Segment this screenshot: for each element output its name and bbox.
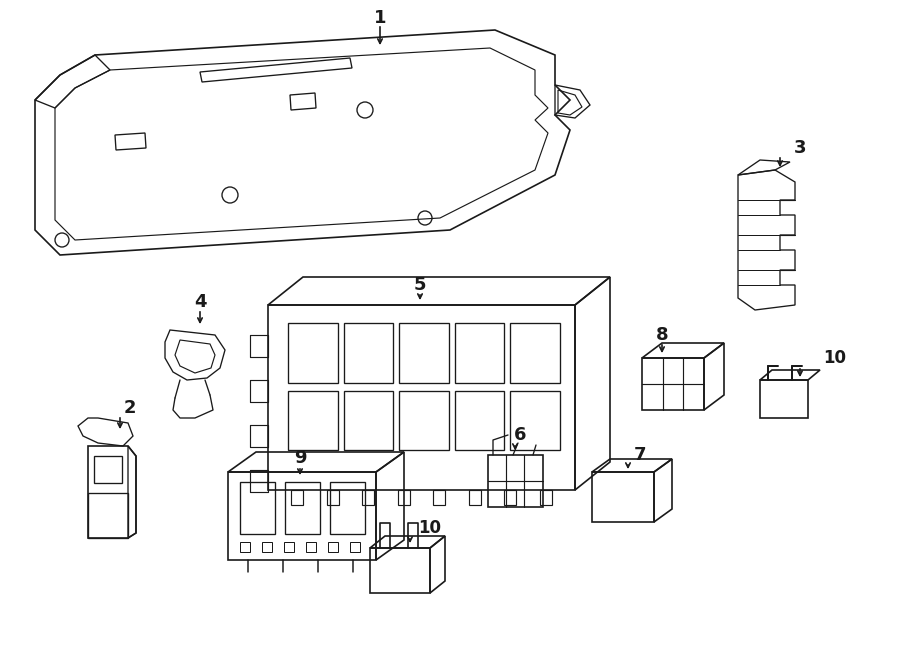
Text: 2: 2 <box>124 399 136 417</box>
Text: 8: 8 <box>656 326 669 344</box>
Text: 6: 6 <box>514 426 526 444</box>
Text: 9: 9 <box>293 449 306 467</box>
Text: 7: 7 <box>634 446 646 464</box>
Text: 1: 1 <box>374 9 386 27</box>
Text: 5: 5 <box>414 276 427 294</box>
Text: 10: 10 <box>824 349 847 367</box>
Text: 10: 10 <box>418 519 442 537</box>
Text: 4: 4 <box>194 293 206 311</box>
Text: 3: 3 <box>794 139 806 157</box>
